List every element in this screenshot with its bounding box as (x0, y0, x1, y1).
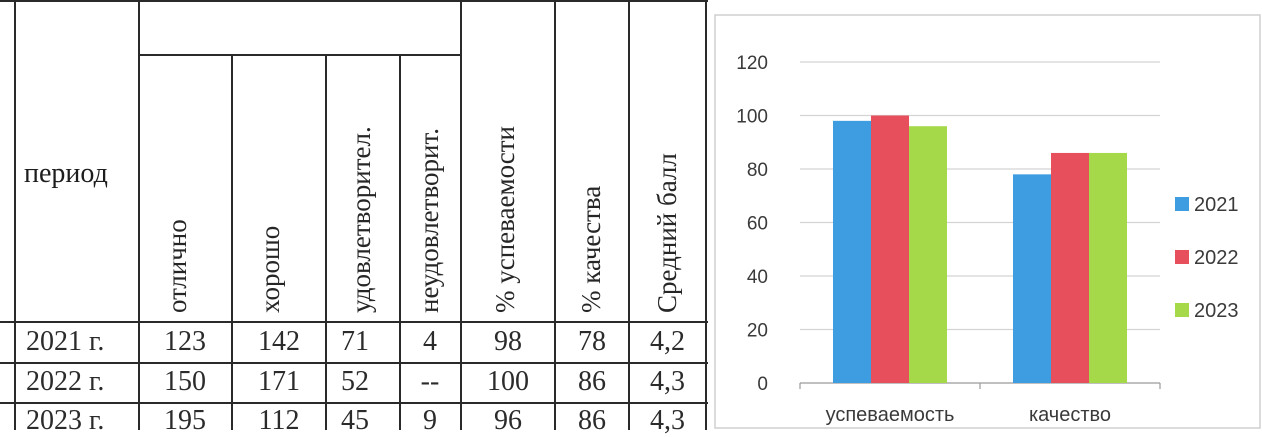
table-cell: 142 (258, 326, 300, 357)
table-rule (0, 362, 708, 364)
header-quality: % качества (576, 185, 606, 313)
table-cell: -- (420, 366, 440, 397)
bar-2021-0 (833, 120, 871, 383)
y-tick-label: 120 (736, 53, 768, 74)
table-cell: 171 (258, 366, 300, 397)
table-cell: 52 (341, 366, 369, 397)
row-period: 2021 г. (26, 326, 105, 357)
y-tick-label: 20 (747, 321, 768, 342)
table-rule (554, 0, 556, 430)
table-cell: 195 (164, 405, 206, 436)
bar-2023-0 (909, 126, 947, 383)
table-cell: 4,2 (650, 326, 685, 357)
table-rule (0, 321, 708, 323)
table-rule (138, 54, 460, 56)
x-category-label: успеваемость (826, 404, 955, 426)
table-cell: 86 (578, 366, 606, 397)
bar-2022-1 (1051, 152, 1089, 383)
table-rule (628, 0, 630, 430)
row-period: 2023 г. (26, 405, 105, 436)
y-tick-label: 60 (747, 214, 768, 235)
table-cell: 4,3 (650, 366, 685, 397)
table-cell: 78 (578, 326, 606, 357)
grades-table: период отлично хорошо удовлетворител. не… (0, 0, 708, 436)
y-tick-label: 80 (747, 160, 768, 181)
header-satisfactory: удовлетворител. (346, 126, 376, 313)
legend-label: 2023 (1194, 300, 1239, 322)
table-cell: 150 (164, 366, 206, 397)
y-tick-label: 0 (757, 374, 768, 395)
table-cell: 86 (578, 405, 606, 436)
header-excellent: отлично (162, 219, 192, 313)
table-rule (460, 0, 462, 430)
legend-swatch (1175, 303, 1189, 317)
legend-swatch (1175, 197, 1189, 211)
table-rule (325, 55, 327, 430)
table-cell: 71 (341, 326, 369, 357)
row-period: 2022 г. (26, 366, 105, 397)
table-cell: 96 (494, 405, 522, 436)
legend-swatch (1175, 250, 1189, 264)
table-cell: 9 (423, 405, 437, 436)
legend-label: 2022 (1194, 247, 1239, 269)
bar-2023-1 (1089, 152, 1127, 383)
header-pass-rate: % успеваемости (490, 125, 520, 313)
bar-chart: 0 20 40 60 80 100 120 успеваемость качество 2021… (705, 14, 1262, 430)
x-category-label: качество (1029, 404, 1111, 426)
y-tick-label: 100 (736, 107, 768, 128)
header-period: период (24, 158, 108, 189)
y-tick-label: 40 (747, 267, 768, 288)
table-rule (0, 402, 708, 404)
table-cell: 4,3 (650, 405, 685, 436)
table-rule (14, 0, 16, 430)
table-cell: 98 (494, 326, 522, 357)
header-average: Средний балл (652, 153, 682, 313)
table-rule (138, 0, 140, 430)
table-cell: 100 (487, 366, 529, 397)
chart-frame (714, 14, 1261, 429)
table-rule (0, 0, 708, 2)
header-unsatisfactory: неудовлетворит. (414, 128, 444, 313)
table-rule (705, 0, 707, 430)
table-cell: 4 (423, 326, 437, 357)
table-rule (399, 55, 401, 430)
bar-2021-1 (1013, 174, 1051, 383)
table-cell: 45 (341, 405, 369, 436)
table-rule (231, 55, 233, 430)
header-good: хорошо (255, 225, 285, 313)
table-cell: 112 (258, 405, 300, 436)
table-cell: 123 (164, 326, 206, 357)
legend-label: 2021 (1194, 194, 1239, 216)
chart-canvas: 0 20 40 60 80 100 120 успеваемость качество 2021… (714, 14, 1261, 429)
bar-2022-0 (871, 115, 909, 383)
